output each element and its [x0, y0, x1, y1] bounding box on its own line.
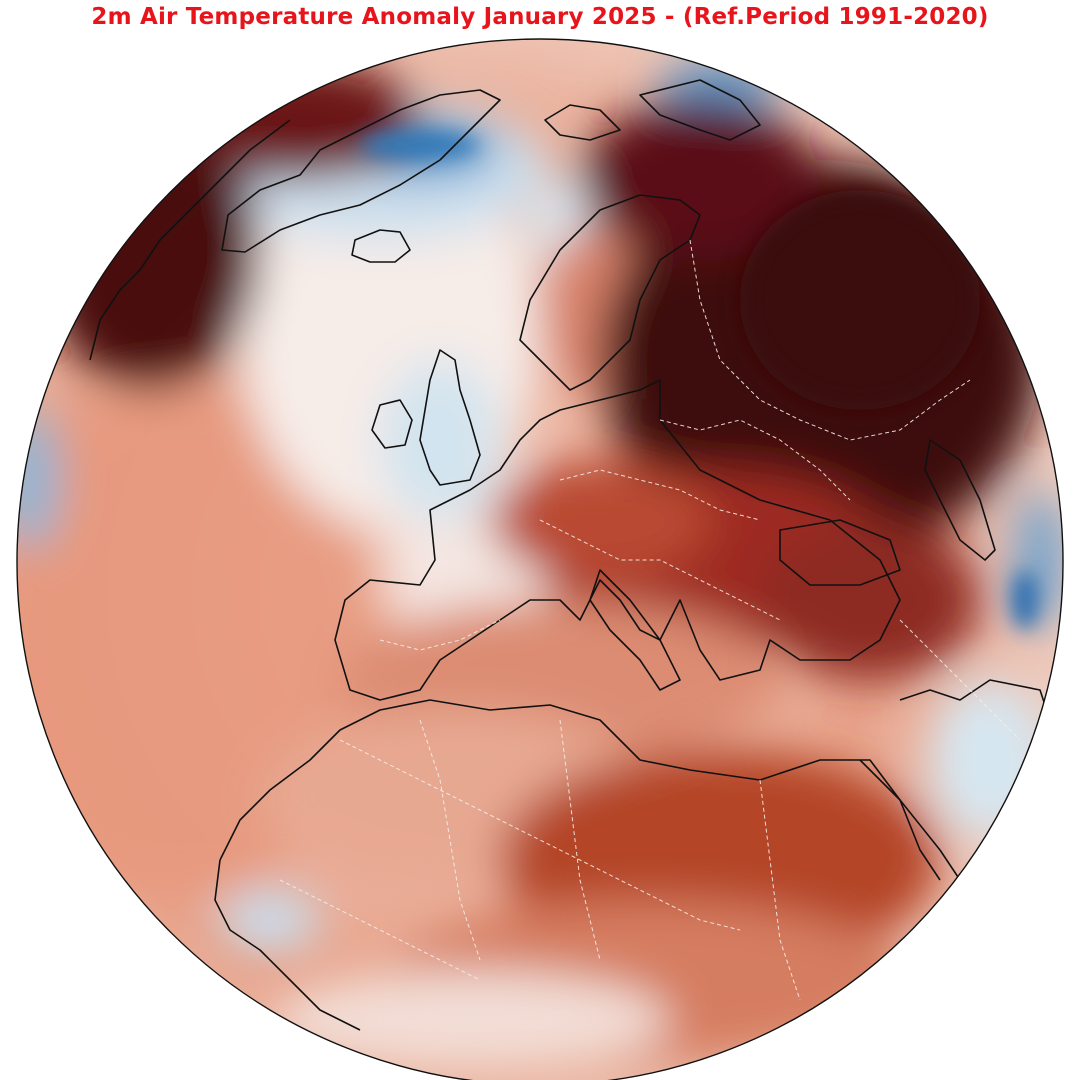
coast-north-africa: [219, 699, 941, 881]
globe-outline: [16, 38, 1064, 1080]
anomaly-details: [360, 131, 1039, 630]
coast-scandinavia: [519, 194, 701, 391]
border-sahara-4: [759, 779, 801, 1001]
anomaly-gulf-guinea: [270, 970, 670, 1070]
anomaly-west-africa-cool: [220, 890, 320, 950]
coast-franz-josef: [639, 79, 761, 141]
border-russia-west: [689, 239, 971, 441]
coast-black-sea: [779, 519, 901, 586]
coast-ireland: [371, 399, 413, 449]
anomaly-britain-cool: [380, 360, 500, 520]
anomaly-west-limb-cool: [17, 410, 60, 550]
coast-italy: [589, 569, 681, 691]
coast-iceland: [351, 229, 411, 263]
border-sahara-2: [419, 719, 481, 961]
anomaly-turkey-warm: [760, 520, 980, 680]
coastlines: [89, 79, 1051, 1031]
anomaly-baffin-hot: [180, 60, 420, 180]
coast-west-africa: [214, 859, 361, 1031]
border-belarus-ukraine: [659, 419, 851, 501]
coast-svalbard: [544, 104, 621, 141]
border-balkans: [539, 519, 781, 621]
border-sahara-1: [339, 739, 741, 931]
anomaly-arabia-cool: [930, 680, 1050, 840]
anomaly-barents-hot: [580, 100, 820, 260]
anomaly-russia-core: [740, 190, 980, 410]
coast-europe: [334, 379, 901, 701]
anomaly-caspian-core: [1011, 570, 1039, 630]
border-central-europe: [559, 469, 761, 521]
anomaly-central-europe-warm: [490, 460, 710, 580]
country-borders: [279, 239, 1021, 1001]
map-title: 2m Air Temperature Anomaly January 2025 …: [91, 4, 989, 30]
border-middle-east: [899, 619, 1021, 741]
coast-caspian-sea: [924, 439, 996, 561]
border-sahel: [279, 879, 481, 981]
anomaly-greenland-core: [360, 131, 480, 159]
coast-greenland: [221, 89, 501, 253]
coast-canada: [89, 119, 291, 361]
coast-great-britain: [419, 349, 481, 486]
border-sahara-3: [559, 719, 601, 961]
